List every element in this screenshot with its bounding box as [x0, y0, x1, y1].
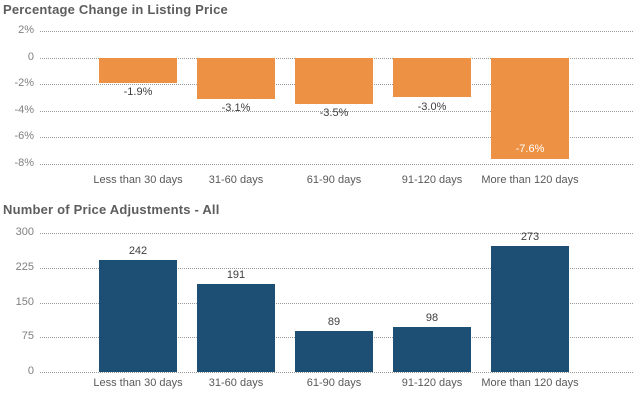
- y-axis-tick-label: -2%: [14, 77, 34, 90]
- y-axis-tick-label: -8%: [14, 157, 34, 169]
- plot-area-percentage-change: 2% 0 -2% -4% -6% -8% -1.9% -3.1% -3.5% -3.0% -7.6%…: [14, 24, 633, 186]
- y-axis-tick-label: 2%: [18, 24, 34, 36]
- x-axis-category-label: More than 120 days: [481, 377, 579, 389]
- x-axis-category-label: 31-60 days: [208, 174, 264, 186]
- x-axis-category-label: 91-120 days: [401, 174, 463, 186]
- bar-value-label: 242: [128, 244, 148, 257]
- bar: [491, 57, 569, 159]
- bar: [197, 283, 275, 372]
- bar-value-label: 98: [425, 311, 439, 324]
- bar-value-label: -3.0%: [417, 100, 447, 113]
- y-axis-tick-label: 225: [15, 260, 34, 273]
- gridline: [40, 31, 633, 32]
- x-axis-category-label: Less than 30 days: [93, 377, 183, 389]
- bar: [491, 245, 569, 372]
- y-axis-tick-label: -6%: [14, 130, 34, 143]
- gridline: [40, 137, 633, 139]
- bar: [393, 57, 471, 98]
- y-axis-tick-label: 300: [15, 226, 34, 238]
- chart-title-percentage-change: Percentage Change in Listing Price: [3, 2, 228, 17]
- x-axis-category-label: 91-120 days: [401, 377, 463, 389]
- y-axis-tick-label: -4%: [14, 103, 34, 116]
- x-axis-category-label: Less than 30 days: [93, 174, 183, 186]
- gridline: [40, 302, 633, 304]
- y-axis-tick-label: 150: [15, 295, 34, 308]
- gridline: [40, 267, 633, 269]
- bar: [295, 330, 373, 372]
- bar-value-label: 89: [327, 315, 341, 328]
- gridline: [40, 164, 633, 165]
- bar: [99, 57, 177, 83]
- bar-value-label: 273: [520, 230, 540, 243]
- y-axis-tick-label: 75: [21, 330, 34, 343]
- bar-value-label: 191: [226, 268, 246, 281]
- bar-value-label: -1.9%: [123, 85, 153, 98]
- y-axis-tick-label: 0: [27, 365, 34, 377]
- y-axis-tick-label: 0: [27, 50, 34, 63]
- x-axis-category-label: More than 120 days: [481, 174, 579, 186]
- bar: [197, 57, 275, 99]
- x-axis-category-label: 61-90 days: [306, 377, 362, 389]
- chart-title-price-adjustments: Number of Price Adjustments - All: [3, 202, 220, 217]
- gridline: [40, 233, 633, 234]
- x-axis-category-label: 61-90 days: [306, 174, 362, 186]
- gridline: [40, 110, 633, 112]
- price-adjustments-chart: Number of Price Adjustments - All 300 225…: [0, 200, 633, 400]
- bar: [393, 326, 471, 372]
- bar-value-label: -3.5%: [319, 107, 349, 120]
- bar: [295, 57, 373, 105]
- x-axis-category-label: 31-60 days: [208, 377, 264, 389]
- bar: [99, 259, 177, 372]
- gridline: [40, 372, 633, 373]
- plot-area-price-adjustments: 300 225 150 75 0 242 191 89 98 273 Less than 30 da…: [0, 200, 633, 400]
- bar-value-label: -3.1%: [221, 101, 251, 114]
- percentage-change-chart: Percentage Change in Listing Price 2% 0 -2…: [3, 2, 633, 186]
- bar-value-label: -7.6%: [515, 142, 545, 155]
